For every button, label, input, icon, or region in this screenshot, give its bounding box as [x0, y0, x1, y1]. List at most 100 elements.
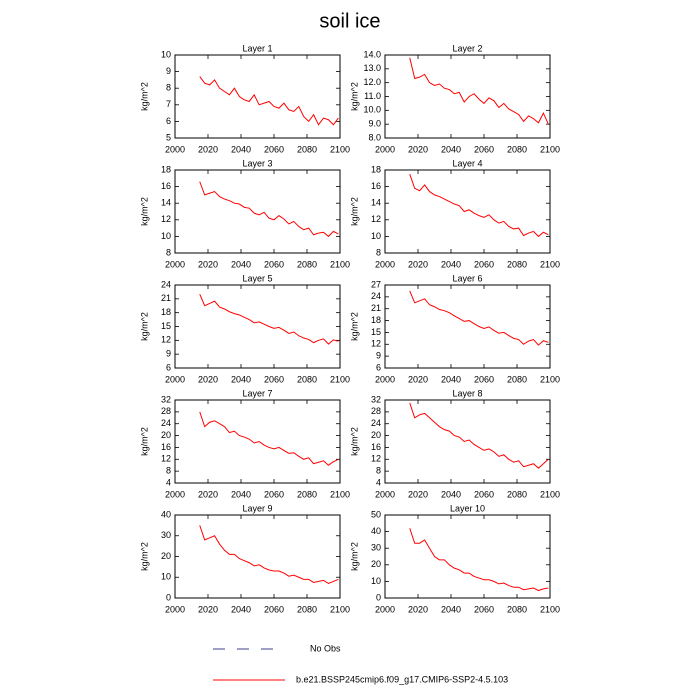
x-tick-label: 2000	[165, 259, 185, 269]
y-tick-label: 16	[371, 181, 381, 191]
y-tick-label: 10	[371, 231, 381, 241]
y-tick-label: 40	[161, 509, 171, 519]
x-tick-label: 2100	[540, 489, 560, 499]
x-tick-label: 2040	[231, 604, 251, 614]
y-tick-label: 8	[166, 466, 171, 476]
y-tick-label: 12.0	[363, 77, 381, 87]
x-tick-label: 2100	[330, 144, 350, 154]
x-tick-label: 2000	[165, 374, 185, 384]
x-tick-label: 2080	[507, 604, 527, 614]
plot-frame	[384, 169, 551, 254]
panel: Layer 5 kg/m^2 2000 2020 2040 2060 2080 2100 6 9 1…	[139, 273, 350, 384]
y-tick-label: 18	[371, 164, 381, 174]
data-line	[199, 181, 339, 238]
y-tick-label: 10	[161, 231, 171, 241]
x-tick-label: 2060	[264, 144, 284, 154]
y-tick-label: 16	[161, 442, 171, 452]
x-tick-label: 2040	[441, 259, 461, 269]
y-tick-label: 8	[166, 247, 171, 257]
panel: Layer 8 kg/m^2 2000 2020 2040 2060 2080 2100 48 1…	[349, 388, 560, 499]
x-tick-label: 2080	[297, 259, 317, 269]
x-tick-label: 2020	[408, 374, 428, 384]
y-tick-label: 9	[166, 349, 171, 359]
y-tick-label: 30	[371, 543, 381, 553]
y-tick-label: 21	[371, 303, 381, 313]
y-tick-label: 8	[166, 83, 171, 93]
y-tick-label: 6	[166, 116, 171, 126]
x-tick-label: 2060	[474, 489, 494, 499]
y-tick-label: 12	[161, 214, 171, 224]
x-tick-label: 2000	[375, 374, 395, 384]
y-tick-label: 0	[166, 592, 171, 602]
y-tick-label: 7	[166, 99, 171, 109]
panel-title: Layer 6	[452, 273, 482, 283]
y-tick-label: 50	[371, 509, 381, 519]
x-tick-label: 2080	[297, 144, 317, 154]
panel-title: Layer 5	[242, 273, 272, 283]
panel-title: Layer 1	[242, 43, 272, 53]
panel-title: Layer 2	[452, 43, 482, 53]
x-tick-label: 2080	[297, 604, 317, 614]
plot-frame	[174, 399, 341, 484]
plot-frame	[174, 514, 341, 599]
panel: Layer 2 kg/m^2 2000 2020 2040 2060 2080 2100 8.0…	[349, 43, 560, 154]
x-tick-label: 2060	[474, 604, 494, 614]
panel-title: Layer 8	[452, 388, 482, 398]
y-tick-label: 28	[161, 406, 171, 416]
x-tick-label: 2060	[474, 144, 494, 154]
y-tick-label: 14	[161, 198, 171, 208]
x-tick-label: 2020	[198, 489, 218, 499]
plot-frame	[174, 284, 341, 369]
y-tick-label: 4	[166, 477, 171, 487]
x-tick-label: 2000	[165, 489, 185, 499]
x-tick-label: 2100	[540, 144, 560, 154]
x-tick-label: 2100	[330, 259, 350, 269]
y-tick-label: 14	[371, 198, 381, 208]
x-tick-label: 2080	[507, 489, 527, 499]
y-tick-label: 12	[371, 339, 381, 349]
y-tick-label: 24	[161, 279, 171, 289]
x-tick-label: 2080	[507, 374, 527, 384]
y-tick-label: 32	[161, 394, 171, 404]
y-tick-label: 20	[161, 430, 171, 440]
data-line	[199, 525, 339, 585]
y-axis-label: kg/m^2	[139, 197, 149, 226]
y-tick-label: 27	[371, 279, 381, 289]
y-tick-label: 40	[371, 526, 381, 536]
y-tick-label: 24	[371, 418, 381, 428]
x-tick-label: 2000	[165, 144, 185, 154]
data-line	[409, 290, 549, 346]
x-tick-label: 2060	[264, 259, 284, 269]
x-tick-label: 2040	[441, 374, 461, 384]
x-tick-label: 2020	[198, 259, 218, 269]
plot-frame	[384, 514, 551, 599]
data-line	[409, 57, 549, 125]
y-tick-label: 18	[161, 307, 171, 317]
y-tick-label: 12	[371, 214, 381, 224]
y-tick-label: 20	[371, 559, 381, 569]
panel: Layer 1 kg/m^2 2000 2020 2040 2060 2080 2100 5 6 7…	[139, 43, 350, 154]
y-tick-label: 12	[371, 454, 381, 464]
y-tick-label: 9	[376, 351, 381, 361]
panel-title: Layer 4	[452, 158, 482, 168]
y-tick-label: 11.0	[364, 91, 381, 101]
plot-frame	[174, 54, 341, 139]
x-tick-label: 2060	[474, 259, 494, 269]
y-axis-label: kg/m^2	[139, 312, 149, 341]
y-tick-label: 14.0	[363, 49, 381, 59]
x-tick-label: 2020	[408, 604, 428, 614]
data-line	[409, 173, 549, 238]
y-tick-label: 20	[371, 430, 381, 440]
figure-title: soil ice	[319, 10, 380, 32]
y-tick-label: 32	[371, 394, 381, 404]
y-tick-label: 15	[161, 321, 171, 331]
x-tick-label: 2000	[165, 604, 185, 614]
x-tick-label: 2020	[198, 144, 218, 154]
x-tick-label: 2100	[540, 604, 560, 614]
y-tick-label: 13.0	[363, 63, 381, 73]
x-tick-label: 2000	[375, 259, 395, 269]
y-tick-label: 24	[161, 418, 171, 428]
panel-title: Layer 3	[242, 158, 272, 168]
x-tick-label: 2060	[264, 489, 284, 499]
